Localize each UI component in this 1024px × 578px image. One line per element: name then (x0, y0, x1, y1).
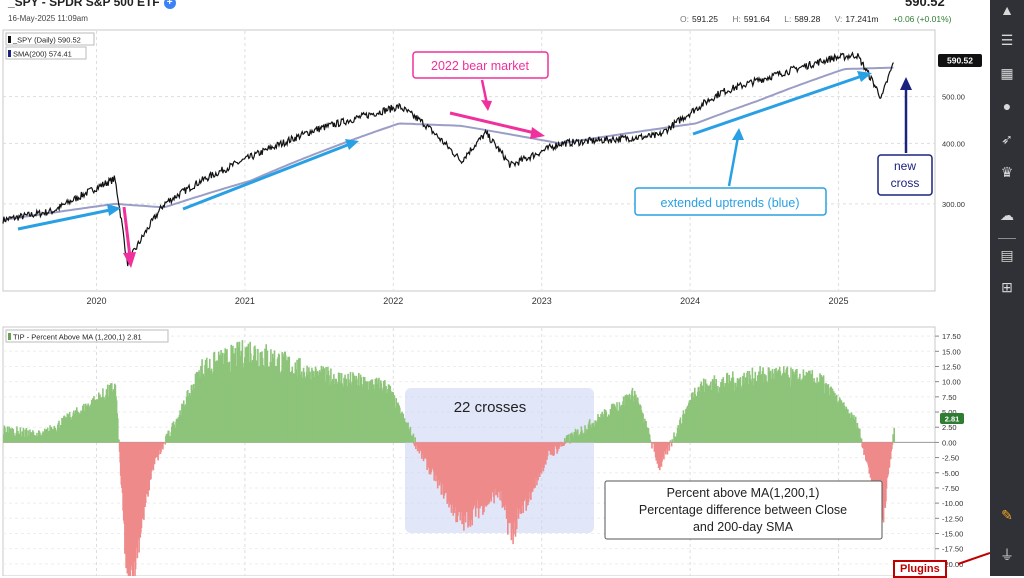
y-tick-label-lower: -5.00 (942, 469, 959, 478)
y-tick-label-lower: 2.50 (942, 423, 957, 432)
indicator-bar (650, 440, 652, 443)
legend-sma: SMA(200) 574.41 (13, 50, 72, 59)
x-tick-label: 2021 (235, 296, 255, 306)
chart-svg: 2020 2021 2022 2023 2024 2025 300.00 400.00 500… (0, 0, 990, 576)
y-tick-label-lower: 0.00 (942, 438, 957, 447)
y-tick-label-lower: 12.50 (942, 362, 961, 371)
uptrend-label: extended uptrends (blue) (661, 196, 800, 210)
price-badge: 590.52 (938, 54, 982, 67)
y-tick-label-upper: 300.00 (942, 200, 965, 209)
x-tick-label: 2025 (829, 296, 849, 306)
uptrend-annotation: extended uptrends (blue) (635, 188, 826, 215)
indicator-bar (892, 442, 894, 444)
indicator-bar (565, 442, 567, 443)
indicator-badge: 2.81 (940, 413, 964, 424)
crosses-label: 22 crosses (454, 399, 527, 416)
globe-icon[interactable]: ● (990, 97, 1024, 115)
plug-icon[interactable]: ⏚ (990, 546, 1024, 564)
y-tick-label-upper: 400.00 (942, 139, 965, 148)
price-badge-text: 590.52 (947, 56, 973, 66)
legend-tip: TIP - Percent Above MA (1,200,1) 2.81 (13, 333, 142, 342)
y-tick-label-upper: 500.00 (942, 93, 965, 102)
y-tick-label-lower: 15.00 (942, 347, 961, 356)
x-tick-label: 2023 (532, 296, 552, 306)
indicator-bar (560, 442, 562, 443)
indicator-bar (118, 440, 120, 443)
right-toolbar: ▲ ☰ ▦ ● ➶ ♛ ☁ ▤ ⊞ ✎ ⏚ (990, 0, 1024, 576)
indicator-bar (669, 442, 671, 450)
y-tick-label-lower: 10.00 (942, 378, 961, 387)
indicator-description: Percent above MA(1,200,1) Percentage dif… (605, 481, 882, 539)
desc-line-1: Percent above MA(1,200,1) (667, 486, 820, 500)
indicator-bar (861, 439, 863, 443)
indicator-bar (569, 442, 571, 443)
y-tick-label-lower: -10.00 (942, 499, 963, 508)
legend-spy: _SPY (Daily) 590.52 (12, 36, 81, 45)
indicator-bar (117, 418, 119, 442)
indicator-bar (413, 434, 415, 443)
bear-market-label: 2022 bear market (431, 59, 530, 73)
y-tick-label-lower: -2.50 (942, 454, 959, 463)
desc-line-2: Percentage difference between Close (639, 503, 847, 517)
sliders-icon[interactable]: ☰ (990, 31, 1024, 49)
indicator-bar (670, 440, 672, 442)
y-tick-label-lower: -17.50 (942, 545, 963, 554)
x-tick-label: 2024 (680, 296, 700, 306)
indicator-bar (671, 442, 673, 446)
apps-icon[interactable]: ⊞ (990, 278, 1024, 296)
plugins-arrow (958, 553, 990, 564)
indicator-bar (893, 428, 895, 443)
toolbar-separator (998, 238, 1016, 239)
new-cross-label-2: cross (891, 176, 920, 190)
indicator-bar (165, 442, 167, 444)
desc-line-3: and 200-day SMA (693, 520, 794, 534)
grid-icon[interactable]: ▦ (990, 64, 1024, 82)
rocket-icon[interactable]: ➶ (990, 130, 1024, 148)
indicator-badge-text: 2.81 (945, 415, 960, 424)
cloud-icon[interactable]: ☁ (990, 206, 1024, 224)
y-tick-label-lower: -7.50 (942, 484, 959, 493)
x-tick-label: 2020 (86, 296, 106, 306)
plugins-callout: Plugins (893, 560, 947, 578)
y-tick-label-lower: 17.50 (942, 332, 961, 341)
y-tick-label-lower: -15.00 (942, 529, 963, 538)
menu-icon[interactable]: ▲ (990, 1, 1024, 19)
document-icon[interactable]: ▤ (990, 246, 1024, 264)
x-tick-label: 2022 (383, 296, 403, 306)
indicator-bar (651, 442, 653, 448)
indicator-bar (671, 439, 673, 442)
lower-legend: TIP - Percent Above MA (1,200,1) 2.81 (6, 330, 168, 342)
indicator-bar (414, 437, 416, 442)
indicator-bar (568, 434, 570, 442)
new-cross-label-1: new (894, 159, 916, 173)
y-tick-label-lower: 7.50 (942, 393, 957, 402)
pencil-icon[interactable]: ✎ (990, 506, 1024, 524)
trophy-icon[interactable]: ♛ (990, 163, 1024, 181)
y-tick-label-lower: -12.50 (942, 514, 963, 523)
